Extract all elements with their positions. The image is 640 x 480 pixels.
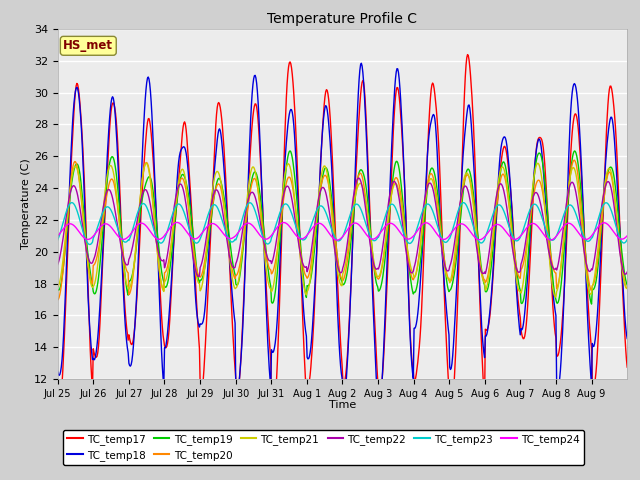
TC_temp23 [68, 200, 76, 205]
Line: TC_temp19: TC_temp19 [58, 151, 627, 304]
TC_temp19 [588, 301, 595, 307]
TC_temp18 [358, 60, 365, 66]
Line: TC_temp17: TC_temp17 [58, 55, 627, 415]
TC_temp17 [120, 296, 128, 302]
TC_temp20 [225, 247, 233, 253]
TC_temp19 [623, 282, 631, 288]
TC_temp19 [286, 148, 294, 154]
Y-axis label: Temperature (C): Temperature (C) [21, 158, 31, 250]
Title: Temperature Profile C: Temperature Profile C [268, 12, 417, 26]
TC_temp22 [355, 175, 362, 181]
TC_temp17 [401, 195, 409, 201]
TC_temp19 [120, 267, 128, 273]
TC_temp24 [623, 233, 631, 239]
TC_temp24 [120, 236, 128, 242]
TC_temp23 [435, 227, 442, 232]
TC_temp22 [226, 255, 234, 261]
TC_temp24 [333, 237, 340, 243]
TC_temp18 [623, 336, 631, 341]
TC_temp24 [226, 236, 234, 241]
TC_temp19 [54, 287, 61, 292]
Line: TC_temp18: TC_temp18 [58, 63, 627, 405]
TC_temp20 [54, 297, 61, 303]
Line: TC_temp20: TC_temp20 [58, 160, 627, 300]
TC_temp23 [255, 221, 262, 227]
TC_temp18 [275, 285, 283, 290]
TC_temp19 [434, 192, 442, 198]
TC_temp18 [54, 368, 61, 374]
TC_temp18 [375, 402, 383, 408]
TC_temp17 [433, 116, 441, 122]
TC_temp21 [226, 257, 234, 263]
TC_temp21 [402, 235, 410, 241]
TC_temp18 [403, 240, 410, 246]
TC_temp22 [254, 206, 262, 212]
TC_temp20 [275, 235, 283, 241]
TC_temp17 [275, 319, 283, 325]
TC_temp22 [435, 222, 442, 228]
TC_temp21 [623, 286, 631, 291]
TC_temp19 [225, 232, 233, 238]
TC_temp23 [403, 238, 410, 243]
TC_temp23 [276, 208, 284, 214]
TC_temp20 [120, 259, 128, 264]
TC_temp22 [623, 269, 631, 275]
TC_temp19 [253, 174, 261, 180]
TC_temp19 [275, 251, 283, 256]
Line: TC_temp24: TC_temp24 [58, 222, 627, 240]
TC_temp18 [225, 249, 233, 254]
Line: TC_temp21: TC_temp21 [58, 163, 627, 297]
TC_temp17 [225, 250, 233, 256]
TC_temp22 [195, 274, 202, 279]
TC_temp17 [54, 387, 61, 393]
TC_temp24 [254, 230, 262, 236]
TC_temp23 [86, 241, 93, 247]
Text: HS_met: HS_met [63, 39, 113, 52]
TC_temp20 [253, 183, 261, 189]
TC_temp21 [276, 223, 284, 228]
TC_temp21 [254, 188, 262, 193]
TC_temp24 [54, 233, 61, 239]
TC_temp23 [227, 239, 234, 244]
TC_temp18 [120, 309, 128, 315]
TC_temp20 [433, 197, 441, 203]
TC_temp24 [403, 236, 410, 241]
TC_temp21 [552, 294, 560, 300]
TC_temp21 [120, 270, 128, 276]
TC_temp24 [435, 233, 442, 239]
TC_temp23 [623, 237, 631, 242]
TC_temp23 [122, 239, 130, 245]
TC_temp21 [434, 209, 442, 215]
TC_temp22 [403, 252, 410, 258]
TC_temp21 [142, 160, 150, 166]
Line: TC_temp23: TC_temp23 [58, 203, 627, 244]
TC_temp18 [435, 181, 442, 187]
TC_temp18 [253, 88, 261, 94]
TC_temp24 [173, 219, 181, 225]
Line: TC_temp22: TC_temp22 [58, 178, 627, 276]
TC_temp24 [276, 222, 284, 228]
TC_temp19 [402, 232, 410, 238]
TC_temp22 [54, 262, 61, 267]
X-axis label: Time: Time [329, 400, 356, 410]
TC_temp17 [623, 364, 631, 370]
Legend: TC_temp17, TC_temp18, TC_temp19, TC_temp20, TC_temp21, TC_temp22, TC_temp23, TC_: TC_temp17, TC_temp18, TC_temp19, TC_temp… [63, 430, 584, 465]
TC_temp22 [276, 216, 284, 221]
TC_temp17 [253, 109, 261, 115]
TC_temp22 [120, 258, 128, 264]
TC_temp17 [447, 412, 454, 418]
TC_temp20 [623, 286, 631, 291]
TC_temp20 [571, 157, 579, 163]
TC_temp17 [464, 52, 472, 58]
TC_temp20 [401, 229, 409, 235]
TC_temp21 [54, 284, 61, 290]
TC_temp23 [54, 237, 61, 243]
